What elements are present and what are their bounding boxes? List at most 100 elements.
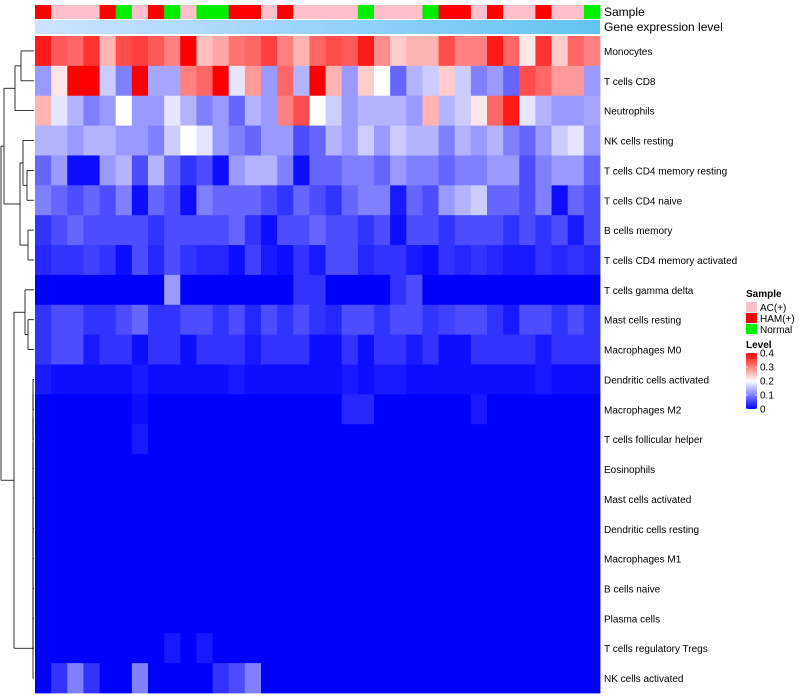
heatmap-cell [131, 633, 149, 664]
heatmap-cell [51, 65, 68, 97]
heatmap-cell [390, 36, 407, 67]
heatmap-cell [422, 364, 439, 395]
heatmap-cell [551, 215, 569, 246]
heatmap-cell [261, 364, 278, 395]
heatmap-cell [357, 454, 375, 485]
heatmap-cell [325, 185, 343, 216]
heatmap-cell [535, 65, 552, 97]
heatmap-cell [228, 215, 246, 246]
heatmap-cell [228, 633, 246, 664]
heatmap-cell [67, 65, 84, 97]
heatmap-cell [503, 36, 520, 67]
heatmap-cell [325, 483, 343, 515]
heatmap-cell [83, 304, 100, 336]
heatmap-cell [519, 424, 536, 455]
row-label: T cells regulatory Tregs [604, 644, 708, 655]
heatmap-cell [83, 603, 100, 634]
heatmap-cell [519, 245, 536, 276]
heatmap-cell [454, 364, 472, 395]
heatmap-cell [164, 155, 181, 186]
heatmap-cell [503, 245, 520, 276]
heatmap-cell [583, 185, 601, 216]
heatmap-cell [51, 483, 68, 515]
heatmap-cell [228, 245, 246, 276]
heatmap-cell [406, 394, 423, 425]
heatmap-cell [535, 603, 552, 634]
heatmap-cell [583, 424, 601, 455]
heatmap-cell [115, 394, 133, 425]
heatmap-cell [164, 364, 181, 395]
heatmap-cell [470, 36, 488, 67]
heatmap-cell [115, 364, 133, 395]
heatmap-cell [51, 424, 68, 455]
heatmap-cell [261, 424, 278, 455]
heatmap-cell [196, 543, 213, 574]
heatmap-cell [454, 36, 472, 67]
heatmap-cell [115, 513, 133, 545]
heatmap-cell [406, 364, 423, 395]
heatmap-cell [341, 483, 359, 515]
heatmap-cell [99, 334, 117, 365]
sample-annotation-cell [390, 5, 407, 19]
heatmap-cell [228, 65, 246, 97]
heatmap-cell [67, 633, 84, 664]
heatmap-cell [374, 125, 391, 156]
heatmap-cell [390, 304, 407, 336]
heatmap-cell [148, 95, 165, 126]
heatmap-cell [438, 274, 456, 306]
heatmap-cell [583, 155, 601, 186]
heatmap-cell [261, 483, 278, 515]
heatmap-cell [422, 513, 439, 545]
heatmap-cell [487, 633, 504, 664]
heatmap-cell [551, 304, 569, 336]
heatmap-cell [422, 483, 439, 515]
row-label: Mast cells resting [604, 316, 681, 327]
heatmap-cell [374, 245, 391, 276]
row-label: T cells follicular helper [604, 435, 703, 446]
heatmap-cell [115, 95, 133, 126]
heatmap-cell [115, 185, 133, 216]
heatmap-cell [51, 304, 68, 336]
heatmap-cell [470, 573, 488, 604]
sample-annotation-cell [261, 5, 278, 19]
heatmap-cell [390, 513, 407, 545]
heatmap-cell [196, 483, 213, 515]
heatmap-cell [180, 245, 197, 276]
heatmap-cell [567, 125, 585, 156]
heatmap-cell [406, 65, 423, 97]
sample-annotation-cell [519, 5, 536, 19]
heatmap-cell [309, 334, 326, 365]
heatmap-cell [261, 125, 278, 156]
heatmap-cell [293, 304, 310, 336]
heatmap-cell [325, 245, 343, 276]
heatmap-cell [567, 663, 585, 694]
heatmap-cell [261, 633, 278, 664]
heatmap-cell [115, 454, 133, 485]
heatmap-cell [503, 215, 520, 246]
heatmap-cell [357, 125, 375, 156]
heatmap-cell [131, 603, 149, 634]
heatmap-cell [35, 185, 52, 216]
heatmap-cell [357, 274, 375, 306]
heatmap-cell [583, 95, 601, 126]
heatmap-cell [487, 304, 504, 336]
heatmap-cell [180, 125, 197, 156]
heatmap-cell [180, 185, 197, 216]
heatmap-cell [67, 543, 84, 574]
heatmap-cell [438, 36, 456, 67]
heatmap-cell [131, 334, 149, 365]
heatmap-cell [309, 603, 326, 634]
heatmap-cell [470, 483, 488, 515]
heatmap-cell [277, 663, 294, 694]
heatmap-cell [390, 65, 407, 97]
heatmap-cell [293, 543, 310, 574]
heatmap-cell [164, 603, 181, 634]
heatmap-cell [357, 185, 375, 216]
heatmap-cell [35, 543, 52, 574]
heatmap-cell [454, 185, 472, 216]
heatmap-cell [99, 304, 117, 336]
heatmap-cell [51, 36, 68, 67]
heatmap-cell [83, 274, 100, 306]
